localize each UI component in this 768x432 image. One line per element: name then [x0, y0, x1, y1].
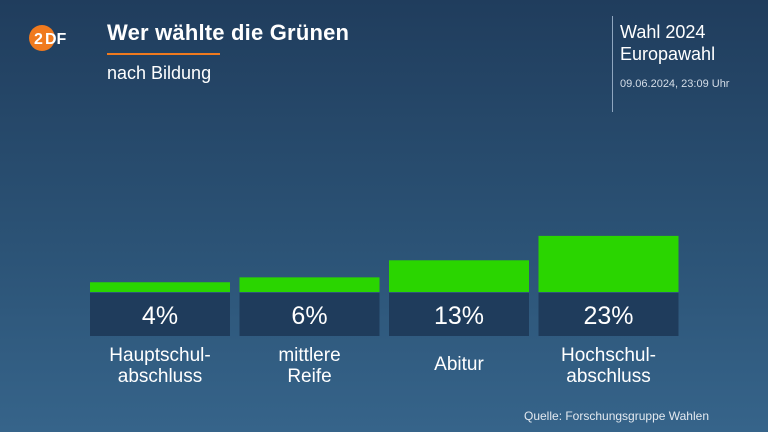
zdf-logo: 2 DF: [28, 24, 80, 52]
bar-1: [239, 277, 380, 292]
title-underline: [107, 53, 220, 55]
value-label-2: 13%: [434, 302, 484, 330]
header-divider: [612, 16, 613, 112]
value-box-0: [90, 293, 230, 336]
category-label-3: Hochschul-abschluss: [560, 345, 657, 387]
election-info: Wahl 2024 Europawahl: [620, 21, 715, 65]
svg-text:DF: DF: [45, 31, 67, 48]
timestamp: 09.06.2024, 23:09 Uhr: [620, 78, 730, 90]
value-label-1: 6%: [291, 302, 327, 330]
svg-text:2: 2: [34, 31, 43, 48]
category-label-1: mittlere Reife: [278, 345, 341, 387]
chart-title: Wer wählte die Grünen: [107, 20, 350, 45]
election-name: Europawahl: [620, 44, 716, 64]
category-label-2: Abitur: [434, 354, 484, 375]
source-note: Quelle: Forschungsgruppe Wahlen: [524, 409, 709, 423]
value-label-0: 4%: [142, 302, 178, 330]
value-box-3: [538, 293, 679, 336]
value-box-1: [239, 293, 380, 336]
bar-2: [389, 260, 529, 292]
value-box-2: [389, 293, 529, 336]
value-label-3: 23%: [583, 302, 633, 330]
bar-3: [538, 235, 679, 292]
election-year: Wahl 2024: [620, 22, 706, 42]
category-label-0: Hauptschul-abschluss: [109, 345, 211, 387]
chart-subtitle: nach Bildung: [107, 63, 212, 83]
bar-0: [90, 282, 230, 292]
